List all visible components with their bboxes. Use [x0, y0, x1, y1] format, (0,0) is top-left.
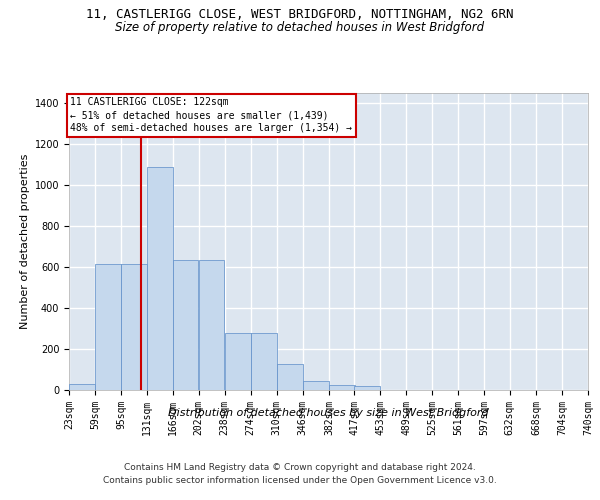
Bar — [329, 385, 355, 390]
Bar — [303, 381, 329, 390]
Text: Contains HM Land Registry data © Crown copyright and database right 2024.: Contains HM Land Registry data © Crown c… — [124, 462, 476, 471]
Bar — [199, 260, 224, 390]
Bar — [355, 386, 380, 390]
Bar — [121, 264, 147, 390]
Bar — [277, 364, 302, 390]
Text: 11, CASTLERIGG CLOSE, WEST BRIDGFORD, NOTTINGHAM, NG2 6RN: 11, CASTLERIGG CLOSE, WEST BRIDGFORD, NO… — [86, 8, 514, 20]
Text: 11 CASTLERIGG CLOSE: 122sqm
← 51% of detached houses are smaller (1,439)
48% of : 11 CASTLERIGG CLOSE: 122sqm ← 51% of det… — [70, 97, 352, 134]
Text: Distribution of detached houses by size in West Bridgford: Distribution of detached houses by size … — [169, 408, 489, 418]
Text: Size of property relative to detached houses in West Bridgford: Size of property relative to detached ho… — [115, 21, 485, 34]
Bar — [251, 332, 277, 390]
Bar — [225, 332, 251, 390]
Text: Contains public sector information licensed under the Open Government Licence v3: Contains public sector information licen… — [103, 476, 497, 485]
Bar — [173, 260, 199, 390]
Bar — [69, 384, 95, 390]
Y-axis label: Number of detached properties: Number of detached properties — [20, 154, 31, 329]
Bar — [148, 168, 173, 390]
Bar — [95, 264, 121, 390]
